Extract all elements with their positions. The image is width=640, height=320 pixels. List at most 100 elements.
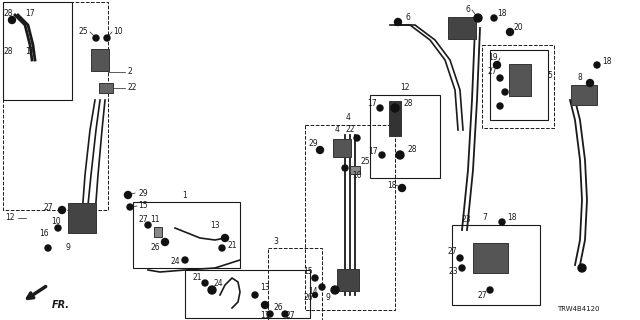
Circle shape: [252, 292, 258, 298]
Text: 15: 15: [138, 202, 148, 211]
Circle shape: [586, 79, 593, 86]
Bar: [448, 17, 476, 39]
Text: 27: 27: [477, 292, 487, 300]
Text: 8: 8: [578, 74, 582, 83]
Bar: [268, 248, 322, 320]
Text: 21: 21: [192, 274, 202, 283]
Text: 27: 27: [285, 310, 295, 319]
Bar: [389, 100, 401, 135]
Bar: [571, 85, 597, 105]
Circle shape: [145, 222, 151, 228]
Bar: [305, 125, 395, 310]
Circle shape: [487, 287, 493, 293]
Circle shape: [506, 28, 513, 36]
Circle shape: [578, 264, 586, 272]
Circle shape: [594, 62, 600, 68]
Circle shape: [8, 17, 15, 23]
Text: 23: 23: [461, 215, 471, 225]
Circle shape: [379, 152, 385, 158]
Circle shape: [219, 245, 225, 251]
Text: 14: 14: [308, 287, 318, 297]
Text: 27: 27: [43, 203, 53, 212]
Text: 23: 23: [448, 268, 458, 276]
Circle shape: [459, 265, 465, 271]
Text: 18: 18: [497, 10, 507, 19]
Circle shape: [127, 204, 133, 210]
Circle shape: [262, 301, 269, 308]
Circle shape: [45, 245, 51, 251]
Bar: [490, 50, 548, 120]
Text: 24: 24: [213, 278, 223, 287]
Bar: [99, 83, 113, 93]
Bar: [509, 64, 531, 96]
Text: 11: 11: [260, 310, 269, 319]
Text: 18: 18: [387, 180, 397, 189]
Circle shape: [58, 206, 65, 213]
Text: 11: 11: [150, 215, 160, 225]
Text: 21: 21: [227, 241, 237, 250]
Circle shape: [93, 35, 99, 41]
Bar: [154, 227, 162, 237]
Circle shape: [497, 103, 503, 109]
Circle shape: [394, 19, 401, 26]
Text: 3: 3: [273, 237, 278, 246]
Text: 10: 10: [51, 218, 61, 227]
Text: 7: 7: [483, 213, 488, 222]
Circle shape: [282, 311, 288, 317]
Text: 13: 13: [260, 284, 270, 292]
Circle shape: [354, 135, 360, 141]
Text: 28: 28: [3, 10, 13, 19]
Circle shape: [474, 14, 482, 22]
Circle shape: [491, 15, 497, 21]
Bar: [482, 45, 554, 128]
Text: 25: 25: [360, 157, 370, 166]
Text: 29: 29: [308, 139, 318, 148]
Circle shape: [267, 311, 273, 317]
Bar: [3, 2, 108, 210]
Text: 10: 10: [352, 171, 362, 180]
Text: 28: 28: [407, 146, 417, 155]
Text: FR.: FR.: [52, 300, 70, 310]
Circle shape: [399, 185, 406, 191]
Circle shape: [312, 275, 318, 281]
Circle shape: [319, 284, 325, 290]
Text: 9: 9: [65, 244, 70, 252]
Circle shape: [161, 238, 168, 245]
Text: 17: 17: [367, 99, 377, 108]
Text: 18: 18: [508, 213, 516, 222]
Bar: [452, 225, 540, 305]
Circle shape: [499, 219, 505, 225]
Circle shape: [221, 235, 228, 242]
Text: 15: 15: [303, 268, 313, 276]
Text: 26: 26: [303, 293, 313, 302]
Bar: [370, 95, 440, 178]
Bar: [68, 203, 96, 233]
Text: TRW4B4120: TRW4B4120: [557, 306, 600, 312]
Circle shape: [342, 165, 348, 171]
Text: 4: 4: [335, 125, 339, 134]
Bar: [472, 243, 508, 273]
Circle shape: [312, 292, 317, 298]
Bar: [337, 269, 359, 291]
Circle shape: [104, 35, 110, 41]
Circle shape: [391, 104, 399, 112]
Text: 20: 20: [513, 23, 523, 33]
Text: 9: 9: [326, 293, 330, 302]
Circle shape: [182, 257, 188, 263]
Text: 12: 12: [400, 84, 410, 92]
Text: 27: 27: [138, 215, 148, 225]
Text: 22: 22: [345, 125, 355, 134]
Bar: [3, 2, 72, 100]
Circle shape: [202, 280, 208, 286]
Text: 25: 25: [78, 28, 88, 36]
Circle shape: [317, 147, 323, 154]
Bar: [91, 49, 109, 71]
Circle shape: [208, 286, 216, 294]
Text: 28: 28: [403, 99, 413, 108]
Text: 27: 27: [447, 247, 457, 257]
Text: 17: 17: [25, 47, 35, 57]
Bar: [133, 202, 240, 268]
Text: 22: 22: [127, 84, 137, 92]
Circle shape: [55, 225, 61, 231]
Text: 1: 1: [182, 191, 188, 201]
